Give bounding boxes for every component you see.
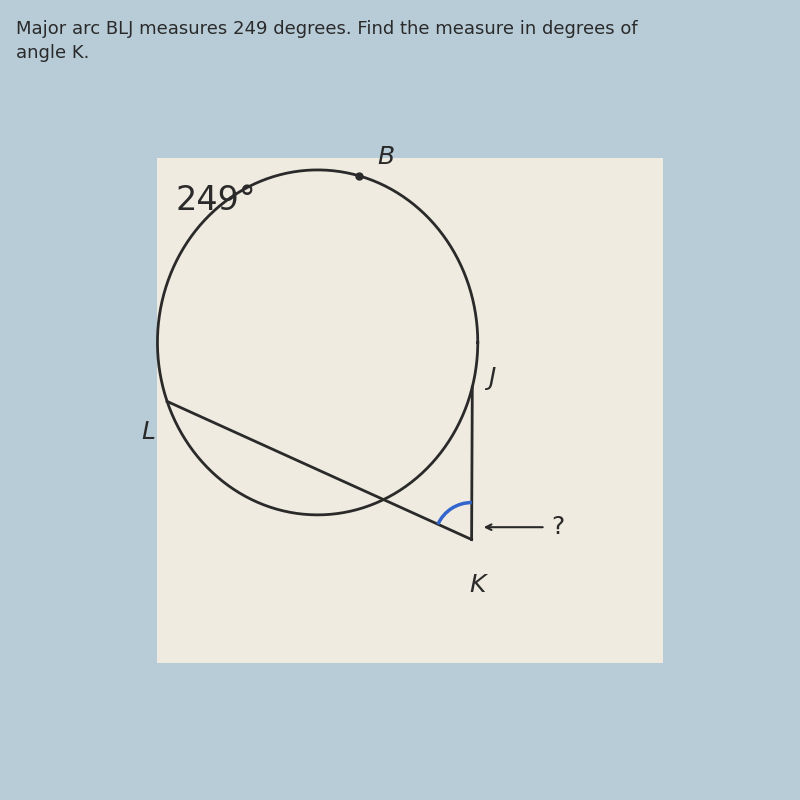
Bar bbox=[158, 158, 662, 662]
Text: Major arc BLJ measures 249 degrees. Find the measure in degrees of: Major arc BLJ measures 249 degrees. Find… bbox=[16, 20, 638, 38]
Text: L: L bbox=[141, 420, 154, 444]
Text: 249°: 249° bbox=[176, 184, 257, 218]
Text: ?: ? bbox=[552, 515, 565, 539]
Text: angle K.: angle K. bbox=[16, 44, 90, 62]
Text: K: K bbox=[470, 574, 486, 598]
Text: J: J bbox=[488, 366, 495, 390]
Text: B: B bbox=[378, 146, 394, 170]
